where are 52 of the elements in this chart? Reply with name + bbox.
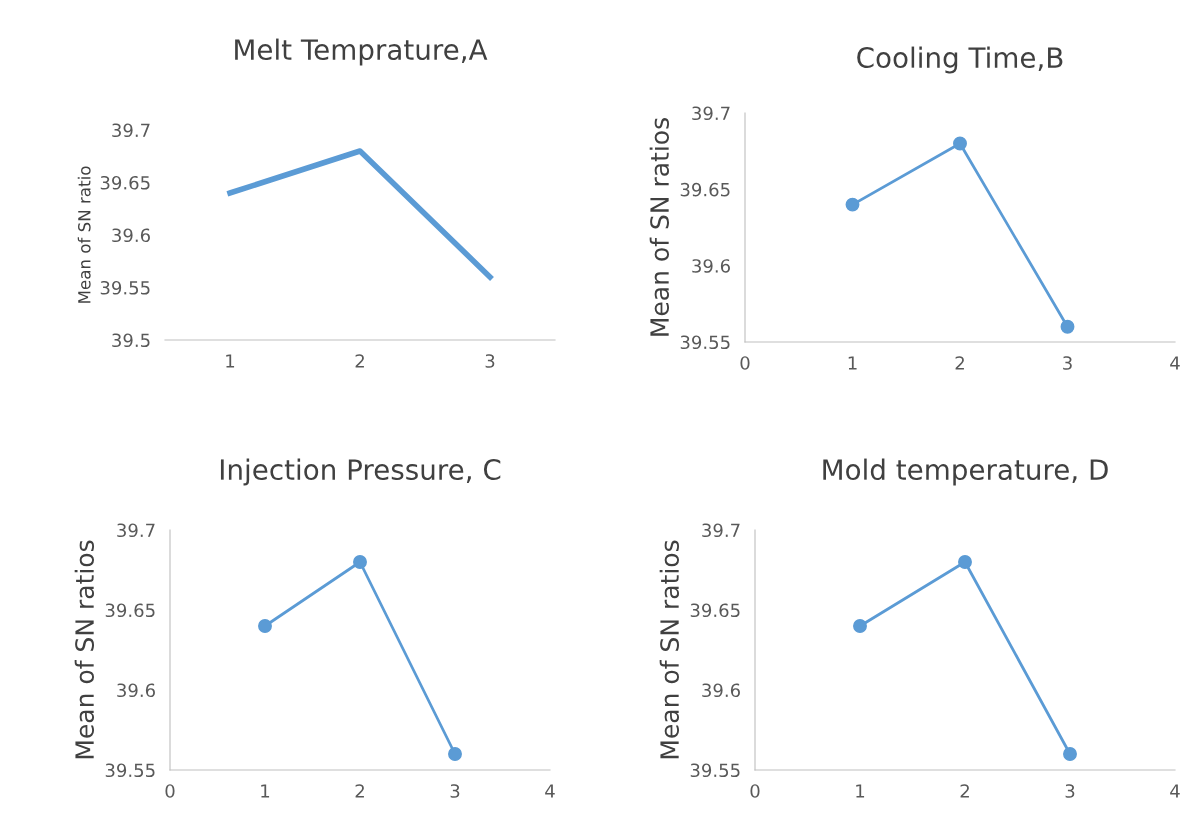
chart-title: Injection Pressure, C (220, 458, 501, 486)
y-tick-label: 39.6 (702, 683, 740, 698)
chart-title: Melt Temprature,A (235, 38, 488, 66)
x-tick-label: 1 (848, 356, 857, 370)
point (258, 619, 272, 633)
point (1063, 747, 1077, 761)
y-tick-label: 39.6 (117, 683, 155, 698)
x-tick-label: 1 (856, 784, 865, 798)
x-tick-label: 2 (355, 784, 364, 798)
y-tick-label: 39.55 (680, 335, 730, 350)
y-tick-label: 39.7 (692, 106, 730, 121)
x-tick-label: 0 (750, 784, 760, 798)
x-tick-label: 4 (1170, 784, 1180, 798)
x-tick-label: 2 (955, 356, 964, 370)
x-tick-label: 2 (355, 354, 364, 368)
x-tick-label: 2 (960, 784, 969, 798)
y-tick-label: 39.55 (100, 280, 150, 295)
x-tick-label: 3 (450, 784, 460, 798)
y-tick-label: 39.55 (105, 763, 155, 778)
y-axis-title: Mean of SN ratios (649, 118, 670, 336)
point (953, 136, 967, 151)
y-tick-label: 39.65 (680, 182, 730, 197)
x-tick-label: 0 (165, 784, 175, 798)
x-tick-label: 3 (1065, 784, 1075, 798)
x-tick-label: 3 (485, 354, 495, 368)
y-tick-label: 39.5 (112, 333, 150, 348)
x-tick-label: 3 (1063, 356, 1072, 370)
point (958, 555, 972, 569)
y-tick-label: 39.55 (690, 763, 740, 778)
y-tick-label: 39.6 (692, 259, 730, 273)
x-tick-label: 1 (261, 784, 270, 798)
x-tick-label: 1 (226, 354, 235, 368)
y-tick-label: 39.65 (100, 175, 150, 190)
point (1060, 319, 1075, 334)
y-tick-label: 39.65 (690, 603, 740, 618)
chart-title: Cooling Time,B (857, 46, 1063, 74)
x-tick-label: 4 (545, 784, 555, 798)
point (853, 619, 867, 633)
y-axis-title: Mean of SN ratios (74, 540, 95, 759)
x-tick-label: 0 (740, 356, 750, 370)
chart-title: Mold temperature, D (823, 458, 1108, 486)
point (353, 555, 367, 569)
point (845, 197, 860, 212)
y-tick-label: 39.7 (117, 523, 155, 538)
y-tick-label: 39.7 (112, 123, 150, 138)
y-axis-title: Mean of SN ratio (77, 166, 91, 303)
y-axis-title: Mean of SN ratios (659, 540, 680, 759)
y-tick-label: 39.7 (702, 523, 740, 538)
x-tick-label: 4 (1170, 356, 1180, 370)
y-tick-label: 39.65 (105, 603, 155, 618)
y-tick-label: 39.6 (112, 228, 150, 243)
point (448, 747, 462, 761)
